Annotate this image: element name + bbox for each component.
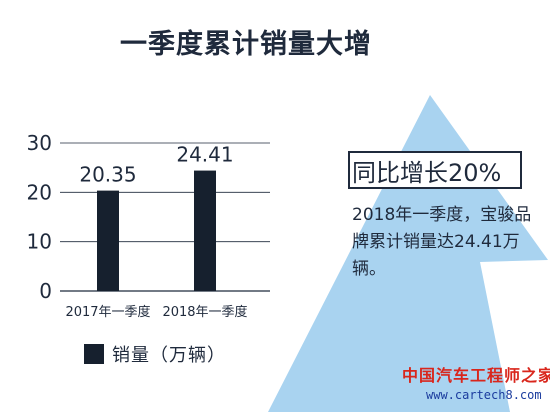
x-tick-label: 2017年一季度 — [65, 304, 150, 320]
body-text: 2018年一季度，宝骏品牌累计销量达24.41万辆。 — [352, 205, 532, 279]
data-label: 20.35 — [79, 163, 136, 187]
y-tick-label: 10 — [27, 230, 52, 254]
legend-label: 销量（万辆） — [112, 345, 226, 366]
page-title: 一季度累计销量大增 — [120, 29, 372, 60]
y-tick-label: 20 — [27, 180, 52, 204]
y-tick-label: 0 — [39, 279, 52, 303]
headline-box — [348, 151, 522, 189]
bar — [194, 170, 216, 291]
watermark-name: 中国汽车工程师之家 — [402, 366, 550, 385]
legend-swatch — [84, 344, 104, 364]
bar — [97, 190, 119, 291]
legend: 销量（万辆） — [84, 341, 226, 367]
y-tick-label: 30 — [27, 131, 52, 155]
data-label: 24.41 — [176, 143, 233, 167]
x-tick-label: 2018年一季度 — [162, 304, 247, 320]
headline: 同比增长20% — [352, 159, 502, 187]
watermark-url: www.cartech8.com — [426, 388, 542, 402]
